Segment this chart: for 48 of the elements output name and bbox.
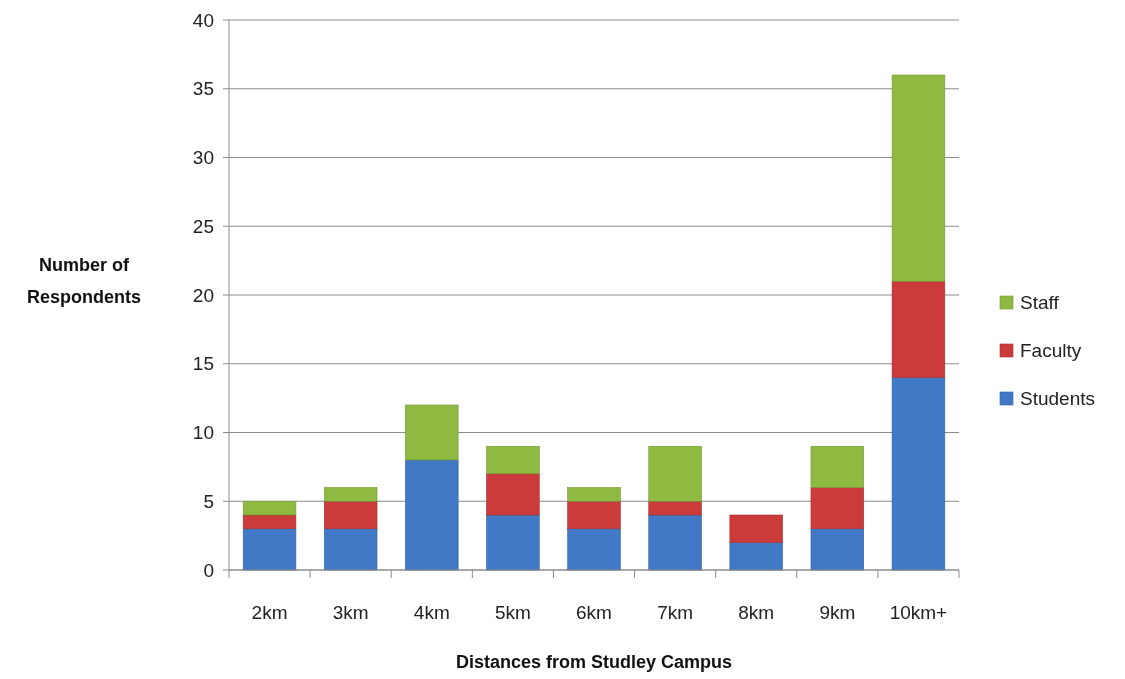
bar [891, 74, 946, 282]
y-tick-label: 15 [192, 353, 214, 375]
bar [242, 528, 297, 571]
bar [891, 280, 946, 378]
y-axis-title: Number of Respondents [26, 255, 142, 308]
bar [405, 404, 459, 461]
bar [810, 528, 864, 571]
legend-label: Students [1020, 387, 1095, 409]
x-tick-label: 9km [819, 601, 856, 623]
x-tick-label: 4km [413, 601, 450, 623]
y-tick-label: 35 [192, 78, 214, 100]
bar [891, 377, 946, 571]
bar [648, 445, 702, 502]
x-tick-label: 10km+ [889, 601, 948, 623]
legend-label: Staff [1020, 291, 1060, 313]
bar [567, 487, 621, 502]
x-tick-label: 5km [494, 601, 531, 623]
y-tick-label: 5 [203, 490, 214, 512]
bar [567, 500, 621, 530]
bar [242, 500, 297, 516]
x-tick-label: 6km [576, 601, 612, 623]
bar [486, 445, 540, 475]
bar [648, 500, 702, 516]
y-tick-label: 40 [192, 9, 214, 31]
bar [810, 487, 864, 530]
bar [486, 514, 540, 571]
x-tick-label: 7km [657, 601, 694, 623]
bar [729, 514, 783, 543]
bar [324, 500, 378, 530]
x-tick-label: 3km [332, 601, 369, 623]
bar [648, 514, 702, 571]
bar [324, 487, 378, 502]
bar [486, 473, 540, 516]
y-tick-label: 10 [192, 422, 214, 444]
x-tick-label: 2km [251, 601, 288, 623]
bar [405, 459, 459, 571]
y-tick-label: 25 [192, 215, 214, 237]
y-tick-label: 0 [203, 559, 214, 581]
x-axis-title: Distances from Studley Campus [455, 652, 733, 673]
bar [324, 528, 378, 571]
x-tick-label: 8km [738, 601, 775, 623]
bar [810, 445, 864, 488]
bar [567, 528, 621, 571]
legend-label: Faculty [1020, 339, 1082, 361]
y-tick-label: 20 [192, 284, 214, 306]
bar [729, 542, 783, 571]
y-tick-label: 30 [192, 147, 214, 169]
bar [242, 514, 297, 530]
